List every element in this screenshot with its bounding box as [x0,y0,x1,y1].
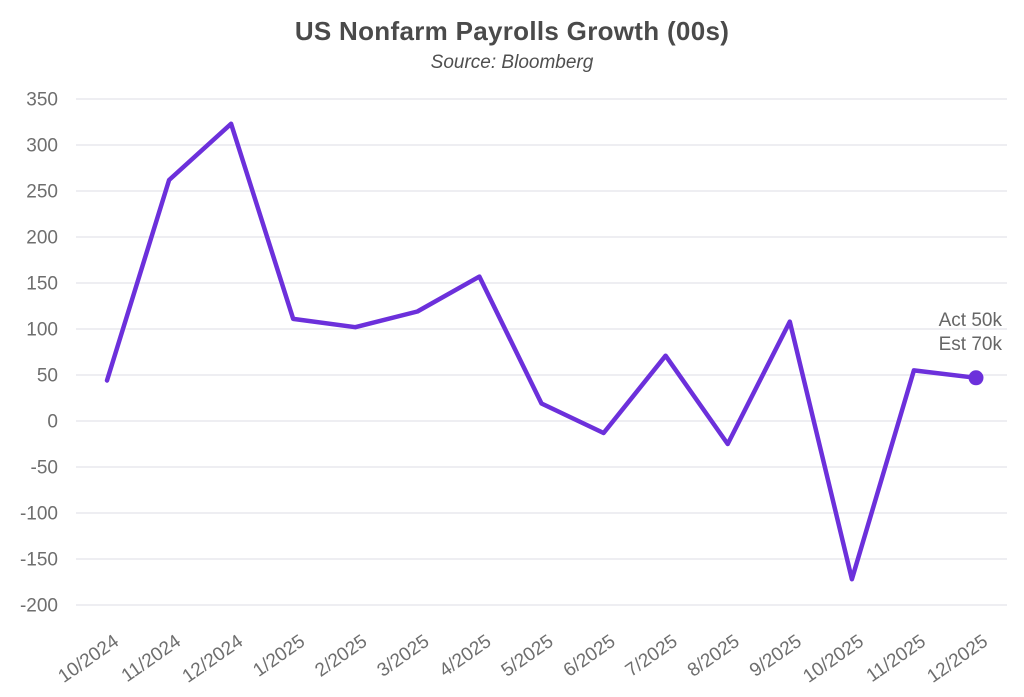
gridlines [76,98,1007,606]
chart-subtitle: Source: Bloomberg [430,52,594,73]
y-axis-tick-label: 300 [26,136,58,157]
y-axis-tick-label: 200 [26,228,58,249]
y-axis-tick-label: 50 [37,366,58,387]
x-axis-tick-label: 11/2024 [118,631,186,687]
x-axis-tick-label: 6/2025 [560,631,620,682]
x-axis-tick-label: 4/2025 [436,631,496,682]
payrolls-line-series [104,121,984,582]
x-axis-tick-label: 8/2025 [684,631,744,682]
x-axis-tick-label: 3/2025 [374,631,434,682]
y-axis-tick-label: 150 [26,274,58,295]
y-axis-tick-labels: 350 300 250 200 150 100 50 0 -50 -100 -150 -200 [20,90,58,617]
chart-title: US Nonfarm Payrolls Growth (00s) [294,16,730,46]
y-axis-tick-label: 350 [26,90,58,111]
y-axis-tick-label: 0 [47,412,58,433]
annotation-actual: Act 50k [939,310,1003,331]
x-axis-tick-label: 7/2025 [622,631,682,682]
y-axis-tick-label: 100 [26,320,58,341]
y-axis-tick-label: -100 [20,504,58,525]
x-axis-tick-label: 1/2025 [249,631,309,682]
annotation-labels: Act 50k Est 70k [939,310,1003,355]
x-axis-tick-label: 11/2025 [863,631,930,687]
x-axis-tick-label: 9/2025 [746,631,806,682]
y-axis-tick-label: 250 [26,182,58,203]
latest-point-marker [968,370,984,386]
y-axis-tick-label: -200 [20,596,58,617]
x-axis-tick-label: 10/2024 [55,631,124,688]
annotation-estimate: Est 70k [939,334,1003,355]
x-axis-tick-label: 12/2025 [924,631,992,688]
x-axis-tick-label: 10/2025 [799,631,867,688]
payrolls-line [104,121,979,582]
y-axis-tick-label: -50 [31,458,58,479]
x-axis-tick-label: 12/2024 [179,631,248,688]
x-axis-tick-label: 2/2025 [311,631,371,682]
x-axis-tick-label: 5/2025 [498,631,558,682]
y-axis-tick-label: -150 [20,550,58,571]
